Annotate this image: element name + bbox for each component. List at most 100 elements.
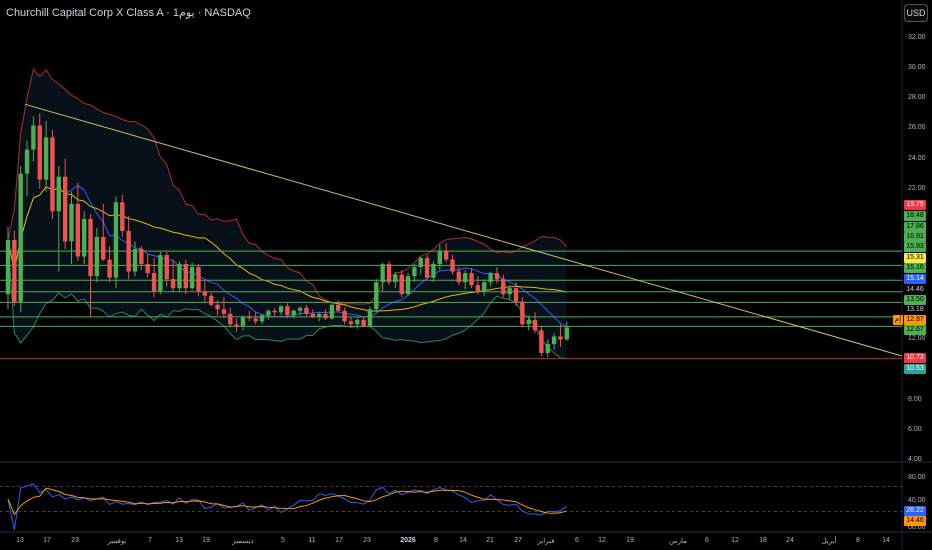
candle-body-80 (513, 288, 519, 302)
bollinger-lower-line (7, 239, 567, 360)
candle-body-87 (558, 336, 563, 340)
symbol-title[interactable]: Churchill Capital Corp X Class A · 1يوم … (6, 7, 251, 19)
candle-body-69 (443, 250, 449, 260)
candle-body-62 (399, 274, 404, 295)
candle-body-34 (221, 309, 227, 314)
candle-body-71 (456, 271, 462, 283)
current-price-badge: إم (893, 315, 903, 325)
candle-body-0 (5, 239, 11, 295)
candle-body-44 (285, 306, 290, 316)
candle-body-47 (304, 307, 309, 314)
candle-body-39 (253, 318, 258, 322)
candle-body-2 (18, 173, 23, 302)
price-tick-label: 30.00 (908, 64, 926, 72)
candle-body-19 (126, 230, 131, 272)
candle-body-12 (82, 218, 87, 257)
candle-body-33 (215, 304, 220, 310)
price-tag-2: 17.86 (904, 222, 926, 232)
candle-body-70 (450, 259, 455, 272)
candle-body-27 (177, 264, 182, 289)
time-tick-label: فبراير (537, 538, 555, 545)
time-tick-label: 2026 (400, 537, 416, 544)
candle-body-58 (374, 282, 379, 310)
price-tag-6: 15.16 (904, 263, 926, 273)
candle-body-6 (43, 137, 49, 180)
time-tick-label: 24 (786, 537, 794, 544)
candle-body-49 (316, 313, 322, 317)
price-tag-11: 12.87 (904, 315, 926, 325)
candle-body-42 (272, 310, 277, 313)
candle-body-57 (367, 309, 373, 326)
time-tick-label: 13 (16, 537, 24, 544)
candle-body-61 (393, 274, 398, 283)
rsi-tag-0: 26.22 (904, 506, 926, 516)
candle-body-13 (88, 218, 93, 277)
candle-body-22 (145, 264, 150, 274)
candle-body-83 (532, 319, 538, 331)
time-tick-label: أبريل (821, 538, 837, 545)
price-tag-9: 13.50 (904, 295, 926, 305)
candle-body-37 (240, 316, 246, 326)
time-tick-label: 7 (148, 537, 152, 544)
time-tick-label: 14 (459, 537, 467, 544)
price-tick-label: 22.00 (908, 184, 926, 192)
candle-body-41 (266, 310, 271, 316)
candle-body-73 (469, 273, 474, 286)
candle-body-30 (196, 267, 201, 292)
candle-body-65 (418, 258, 423, 268)
time-tick-label: 8 (434, 537, 438, 544)
price-tick-label: 4.00 (908, 456, 922, 463)
candle-body-88 (564, 327, 569, 340)
candle-body-31 (202, 291, 208, 296)
bollinger-band-fill (8, 69, 567, 359)
candle-body-77 (494, 273, 500, 280)
candle-body-53 (342, 310, 347, 322)
price-tag-4: 15.93 (904, 242, 926, 252)
candle-body-3 (24, 149, 30, 174)
time-tick-label: 17 (43, 537, 51, 544)
candle-body-59 (380, 264, 385, 283)
time-tick-label: 19 (202, 537, 210, 544)
rsi-line (7, 483, 568, 531)
time-tick-label: 23 (71, 537, 79, 544)
candle-body-23 (151, 273, 157, 292)
candle-body-78 (501, 279, 506, 295)
rsi-tick-label: 80.00 (908, 474, 926, 481)
time-tick-label: 13 (175, 537, 183, 544)
time-tick-label: نوفمبر (107, 538, 127, 545)
candle-body-81 (520, 301, 525, 325)
price-tick-label: 32.00 (908, 34, 926, 41)
candle-body-21 (139, 249, 144, 265)
candle-body-64 (412, 267, 417, 277)
price-tag-10: 13.18 (904, 305, 926, 315)
candle-body-52 (336, 304, 341, 311)
candle-body-36 (234, 324, 239, 326)
candle-body-28 (183, 264, 188, 289)
currency-button[interactable]: USD (904, 4, 928, 22)
candle-body-40 (259, 315, 265, 322)
price-tick-label: 12.00 (908, 335, 926, 343)
price-tag-1: 18.48 (904, 211, 926, 221)
price-tag-13: 10.73 (904, 353, 926, 363)
candle-body-29 (189, 267, 195, 289)
candle-body-26 (170, 279, 176, 289)
time-tick-label: 6 (575, 537, 579, 544)
candle-body-14 (94, 236, 100, 277)
time-tick-label: 11 (308, 537, 316, 544)
candle-body-74 (475, 285, 481, 292)
rsi-tick-label: 40.00 (908, 497, 926, 504)
time-tick-label: 5 (281, 537, 285, 544)
candle-body-38 (247, 316, 252, 319)
time-tick-label: 14 (882, 537, 890, 544)
price-tag-8: 14.46 (904, 285, 926, 295)
time-tick-label: مارس (669, 538, 687, 545)
rsi-tick-label: 00.00 (908, 524, 926, 531)
candle-body-50 (323, 313, 328, 319)
time-tick-label: 23 (363, 537, 371, 544)
price-tick-label: 28.00 (908, 94, 926, 102)
price-tag-12: 12.67 (904, 325, 926, 335)
time-tick-label: 6 (705, 537, 709, 544)
candle-body-79 (507, 288, 512, 295)
